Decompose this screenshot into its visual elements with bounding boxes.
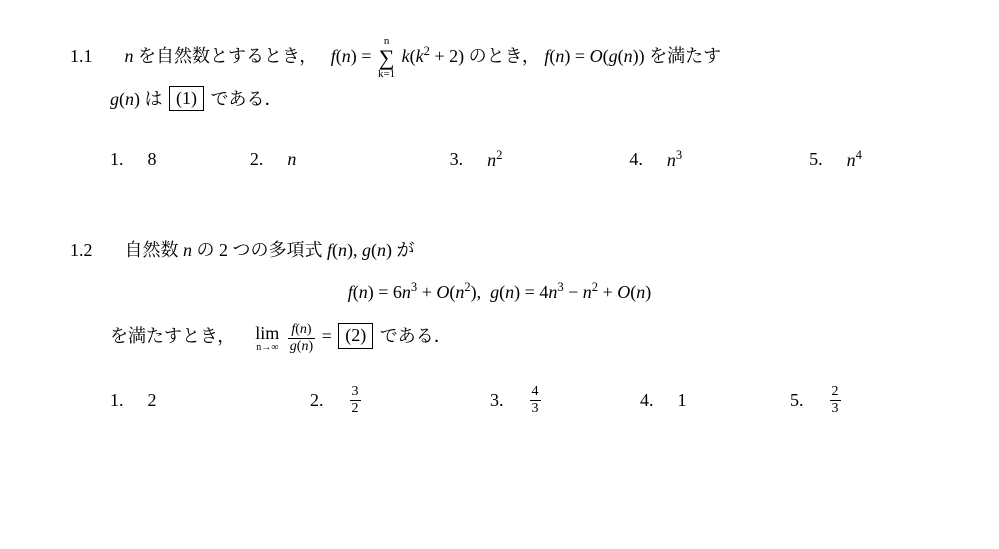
fraction-fg: f(n) g(n) [288,323,315,354]
option: 4.1 [640,385,790,416]
option-value: n4 [847,148,862,171]
option: 5. n4 [809,148,929,171]
p1-text-a: n を自然数とするとき， [125,46,327,66]
option: 3. n2 [450,148,630,171]
option-label: 5. [809,149,823,170]
option-label: 2. [310,390,324,411]
option-value: 32 [348,385,363,416]
blank-1: (1) [169,86,204,111]
limit-icon: lim n→∞ [255,324,279,353]
blank-2: (2) [338,323,373,348]
option: 4. n3 [629,148,809,171]
p1-gn: g(n) は [110,89,167,109]
option-label: 3. [450,149,464,170]
option-label: 3. [490,390,504,411]
sigma-icon: n ∑ k=1 [378,36,395,80]
option-value: 23 [828,385,843,416]
option-value: n [287,149,296,170]
problem-1-1: 1.1 n を自然数とするとき， f(n) = n ∑ k=1 k(k2 + 2… [70,36,929,171]
option: 2. n [250,148,450,171]
p1-number: 1.1 [70,37,120,77]
p2-number: 1.2 [70,231,120,271]
p2-dearu: である． [380,326,452,346]
p2-equation: f(n) = 6n3 + O(n2), g(n) = 4n3 − n2 + O(… [70,280,929,303]
option: 1.2 [110,385,310,416]
option: 3.43 [490,385,640,416]
option-label: 4. [640,390,654,411]
option-label: 5. [790,390,804,411]
page: 1.1 n を自然数とするとき， f(n) = n ∑ k=1 k(k2 + 2… [0,0,999,416]
option-label: 4. [629,149,643,170]
p2-text-a: 自然数 n の 2 つの多項式 f(n), g(n) が [125,240,415,260]
p1-fn: f(n) = [331,46,376,66]
p1-sigma-body: k(k2 + 2) [402,46,464,66]
p1-text-b: のとき， [469,46,540,66]
option-value: 43 [528,385,543,416]
p1-line1: 1.1 n を自然数とするとき， f(n) = n ∑ k=1 k(k2 + 2… [70,36,929,80]
p1-options: 1.82.n3.n24.n35.n4 [70,148,929,171]
p2-options: 1.22.323.434.15.23 [70,385,929,416]
option-label: 2. [250,149,264,170]
option-value: 8 [148,149,157,170]
p2-line2: を満たすとき， lim n→∞ f(n) g(n) = (2) である． [70,317,929,357]
option: 5.23 [790,385,910,416]
p1-text-c: f(n) = O(g(n)) を満たす [544,46,721,66]
problem-1-2: 1.2 自然数 n の 2 つの多項式 f(n), g(n) が f(n) = … [70,231,929,416]
option-value: 1 [678,390,687,411]
option-value: n2 [487,148,502,171]
option-label: 1. [110,149,124,170]
p2-line2a: を満たすとき， [110,326,235,346]
option: 2.32 [310,385,490,416]
p2-eqmid: = [322,326,337,346]
p2-line1: 1.2 自然数 n の 2 つの多項式 f(n), g(n) が [70,231,929,271]
p1-line2: g(n) は (1) である． [70,80,929,120]
option: 1.8 [110,148,250,171]
option-value: n3 [667,148,682,171]
option-label: 1. [110,390,124,411]
option-value: 2 [148,390,157,411]
p1-dearu: である． [211,89,283,109]
